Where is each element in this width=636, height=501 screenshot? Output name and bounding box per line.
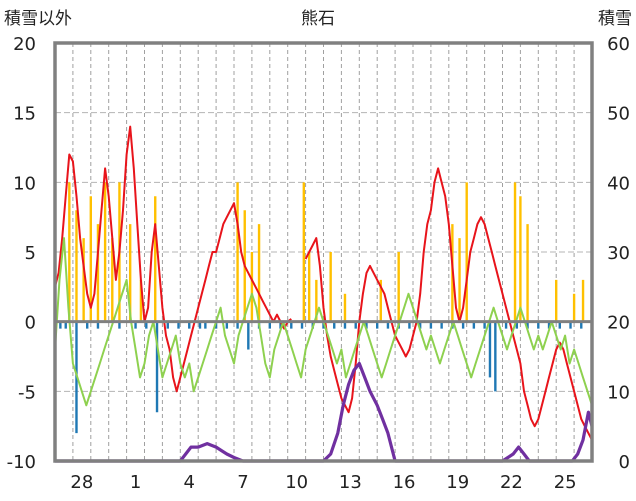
snow_depth-line: [55, 361, 594, 463]
x-tick-label: 10: [285, 472, 308, 493]
chart-title: 熊石: [301, 9, 335, 29]
right-axis-label: 積雪: [598, 9, 632, 29]
x-tick-label: 16: [393, 472, 416, 493]
right-tick-label: 10: [607, 382, 630, 403]
x-tick-label: 28: [70, 472, 93, 493]
left-axis-label: 積雪以外: [4, 9, 72, 29]
x-tick-label: 1: [130, 472, 141, 493]
left-tick-label: -5: [18, 382, 36, 403]
x-tick-label: 19: [446, 472, 469, 493]
x-tick-label: 7: [237, 472, 248, 493]
left-tick-label: 0: [25, 313, 36, 334]
temperature-line: [304, 167, 593, 441]
left-axis-ticks: 20 15 10 5 0 -5 -10: [7, 34, 36, 473]
right-tick-label: 50: [607, 104, 630, 125]
plot-border: [53, 41, 594, 463]
x-tick-label: 13: [339, 472, 362, 493]
left-tick-label: 15: [13, 104, 36, 125]
temperature-line: [54, 125, 292, 393]
right-axis-ticks: 60 50 40 30 20 10 0: [607, 34, 630, 473]
right-tick-label: 30: [607, 243, 630, 264]
right-tick-label: 0: [619, 452, 630, 473]
left-tick-label: 20: [13, 34, 36, 55]
left-tick-label: 5: [25, 243, 36, 264]
left-tick-label: -10: [7, 452, 36, 473]
x-axis-ticks: 28 1 4 7 10 13 16 19 22 25: [70, 472, 576, 493]
plot-frame: [53, 41, 594, 463]
right-tick-label: 60: [607, 34, 630, 55]
x-tick-label: 22: [500, 472, 523, 493]
bar-series: [59, 182, 585, 434]
right-tick-label: 20: [607, 313, 630, 334]
grid-lines: [55, 43, 592, 461]
left-tick-label: 10: [13, 173, 36, 194]
x-tick-label: 25: [554, 472, 577, 493]
right-tick-label: 40: [607, 173, 630, 194]
x-tick-label: 4: [184, 472, 195, 493]
